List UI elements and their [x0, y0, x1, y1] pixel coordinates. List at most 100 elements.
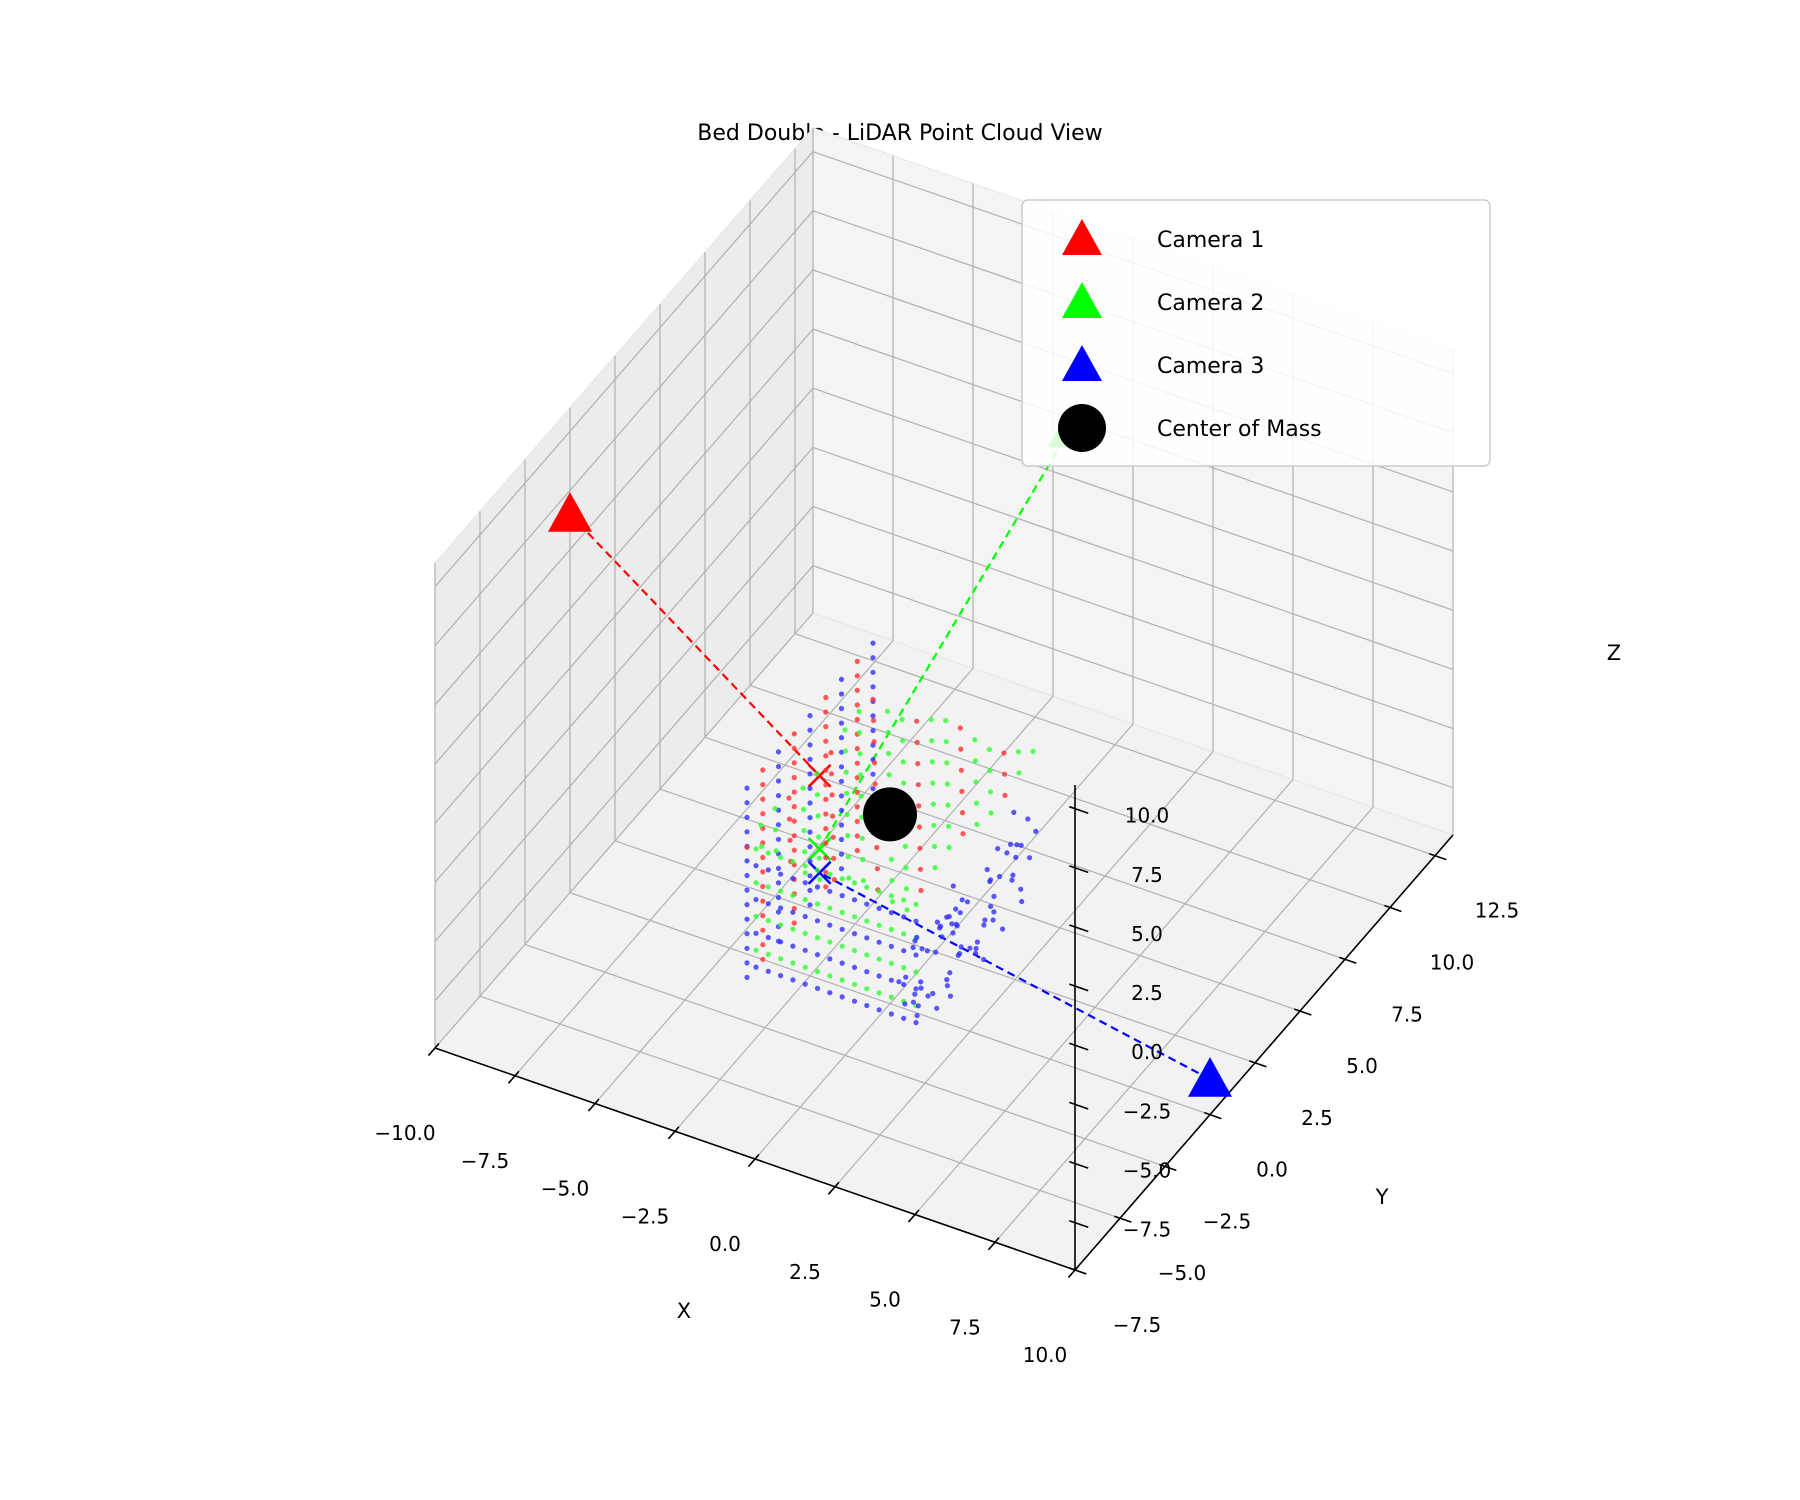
point: [815, 813, 821, 819]
z-tick-label: 10.0: [1125, 804, 1170, 828]
point: [944, 760, 950, 766]
point: [744, 902, 750, 908]
point: [876, 922, 882, 928]
x-tick-label: −5.0: [541, 1177, 590, 1201]
point: [886, 772, 892, 778]
point: [786, 795, 792, 801]
point: [843, 769, 849, 775]
point: [959, 897, 965, 903]
point: [886, 750, 892, 757]
grid-line: [479, 995, 1121, 1219]
point: [790, 926, 796, 932]
point: [823, 709, 829, 715]
point: [988, 810, 994, 816]
point: [874, 844, 880, 851]
grid-line: [812, 387, 1454, 611]
point: [807, 902, 813, 908]
point: [990, 917, 996, 923]
point: [916, 824, 923, 830]
point: [744, 945, 750, 951]
point: [753, 863, 759, 869]
point: [791, 760, 797, 766]
point: [807, 887, 813, 894]
point: [744, 858, 750, 864]
grid-line: [794, 633, 1436, 857]
point: [967, 945, 973, 951]
axes-grid: [434, 128, 1454, 1271]
point: [860, 856, 866, 863]
point: [870, 696, 876, 703]
point: [827, 973, 833, 979]
x-tick-label: 5.0: [869, 1288, 901, 1312]
point: [918, 985, 924, 991]
point: [839, 909, 845, 916]
point: [827, 905, 833, 911]
point: [930, 780, 936, 786]
point: [838, 735, 845, 741]
point: [870, 786, 876, 792]
point: [944, 983, 951, 989]
point: [851, 998, 858, 1004]
grid-line: [812, 505, 1454, 730]
point: [760, 854, 766, 861]
point: [744, 872, 750, 879]
point: [814, 901, 821, 907]
point: [889, 899, 896, 905]
point: [997, 873, 1003, 880]
point: [772, 806, 778, 812]
point: [790, 977, 796, 983]
point: [901, 948, 907, 954]
point: [889, 877, 895, 884]
point: [1013, 854, 1019, 861]
grid-line: [434, 151, 814, 588]
point: [827, 871, 833, 878]
point: [876, 888, 882, 895]
point: [864, 918, 870, 924]
point: [753, 880, 759, 886]
point: [958, 944, 964, 950]
point: [860, 878, 867, 884]
point: [758, 822, 764, 828]
point: [838, 866, 845, 872]
point: [851, 947, 858, 954]
camera-guide-line: [569, 513, 821, 777]
point: [1018, 842, 1024, 848]
point: [775, 793, 782, 799]
x-tick: [667, 1126, 680, 1140]
point: [790, 960, 796, 966]
point: [844, 790, 850, 796]
point: [854, 847, 860, 854]
point: [899, 716, 905, 723]
point: [915, 1003, 922, 1009]
point: [901, 931, 907, 937]
point: [854, 833, 860, 839]
point: [839, 893, 845, 899]
point: [838, 749, 845, 755]
point: [870, 684, 876, 690]
point: [854, 687, 860, 694]
point: [844, 811, 850, 818]
point: [800, 785, 806, 791]
point: [775, 865, 782, 872]
point: [876, 1007, 882, 1013]
point: [854, 658, 860, 664]
point: [929, 759, 935, 765]
point: [900, 759, 906, 765]
point: [918, 887, 924, 894]
point: [839, 960, 845, 966]
point: [823, 826, 829, 832]
point: [802, 863, 808, 869]
point: [839, 926, 845, 932]
point: [854, 760, 860, 766]
grid-line: [659, 788, 1301, 1012]
x-tick: [747, 1153, 760, 1168]
point: [864, 969, 870, 975]
point: [760, 869, 766, 875]
point: [807, 713, 813, 719]
point: [858, 772, 864, 778]
point: [802, 947, 808, 953]
point: [876, 939, 882, 945]
x-tick: [907, 1209, 920, 1223]
point: [888, 960, 895, 966]
point: [744, 829, 750, 835]
